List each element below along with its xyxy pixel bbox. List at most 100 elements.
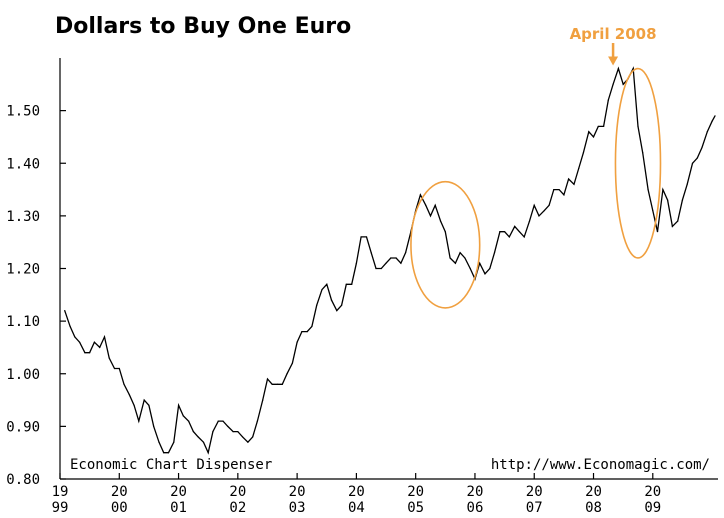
- x-tick-label-bottom: 06: [467, 500, 484, 516]
- series-point: [508, 236, 510, 238]
- series-point: [563, 194, 565, 196]
- series-point: [578, 167, 580, 170]
- highlight-ellipse-2008: [614, 67, 662, 259]
- x-tick-label-bottom: 99: [52, 500, 69, 516]
- series-point: [138, 420, 140, 422]
- series-point: [706, 131, 708, 133]
- y-tick-label: 1.10: [6, 314, 40, 330]
- x-tick-label-bottom: 00: [111, 500, 128, 516]
- series-point: [271, 383, 273, 385]
- series-point: [642, 152, 644, 154]
- series-point: [212, 431, 214, 433]
- y-tick-label: 1.00: [6, 367, 40, 383]
- series-point: [449, 257, 451, 259]
- series-point: [128, 394, 130, 396]
- series-point: [108, 357, 110, 359]
- series-point: [484, 273, 486, 275]
- series-point: [113, 367, 116, 370]
- y-tick-label: 1.40: [6, 156, 40, 172]
- series-point: [281, 383, 283, 385]
- series-point: [247, 441, 249, 443]
- series-point: [588, 131, 590, 133]
- series-point: [602, 125, 605, 128]
- series-point: [173, 441, 175, 443]
- annotations: April 2008: [410, 25, 662, 309]
- series-point: [375, 267, 377, 270]
- series-point: [64, 310, 66, 312]
- series-point: [425, 204, 427, 206]
- series-point: [479, 262, 481, 264]
- series-point: [622, 83, 624, 85]
- series-point: [568, 178, 570, 180]
- credit-right: http://www.Economagic.com/: [491, 457, 710, 473]
- x-tick-label-bottom: 04: [348, 500, 365, 516]
- series-point: [237, 431, 239, 433]
- x-tick-label-top: 20: [170, 484, 187, 500]
- series-point: [217, 420, 219, 422]
- series-point: [148, 404, 150, 406]
- series-point: [286, 373, 288, 375]
- series-point: [632, 67, 634, 70]
- series-point: [74, 336, 76, 338]
- x-tick-label-bottom: 05: [407, 500, 424, 516]
- series-point: [553, 188, 555, 191]
- series-point: [340, 304, 343, 306]
- x-tick-label-top: 20: [348, 484, 365, 500]
- series-point: [301, 331, 303, 333]
- x-tick-label-top: 20: [585, 484, 602, 500]
- series-point: [444, 231, 446, 233]
- series-point: [158, 441, 160, 443]
- x-tick-label-top: 19: [52, 484, 69, 500]
- y-tick-label: 1.50: [6, 104, 40, 120]
- y-tick-label: 1.20: [6, 262, 40, 278]
- series-point: [222, 420, 224, 422]
- series-point: [538, 215, 540, 217]
- series-point: [296, 341, 298, 343]
- series-point: [612, 83, 614, 85]
- x-tick-label-top: 20: [467, 484, 484, 500]
- y-tick-label: 0.90: [6, 419, 40, 435]
- series-point: [118, 367, 120, 370]
- series-point: [123, 383, 125, 385]
- series-point: [192, 431, 194, 433]
- x-axis: 1999200020012002200320042005200620072008…: [52, 473, 718, 516]
- series-point: [681, 199, 684, 201]
- series-point: [548, 204, 550, 206]
- y-tick-label: 1.30: [6, 209, 40, 225]
- series-point: [321, 288, 323, 291]
- series-point: [533, 204, 535, 206]
- series-point: [523, 236, 525, 238]
- peak-arrow-head: [608, 56, 619, 66]
- series-point: [99, 346, 101, 349]
- x-tick-label-bottom: 09: [644, 500, 661, 516]
- series-point: [454, 262, 456, 264]
- series-point: [256, 420, 258, 422]
- series-point: [489, 267, 491, 270]
- series-point: [291, 362, 293, 364]
- series-point: [617, 67, 620, 70]
- series-point: [241, 436, 244, 438]
- series-point: [439, 220, 442, 222]
- series-point: [266, 378, 269, 380]
- x-tick-label-top: 20: [644, 484, 661, 500]
- series-point: [434, 204, 436, 206]
- series-point: [167, 452, 170, 454]
- series-point: [686, 183, 688, 185]
- series-point: [459, 252, 461, 254]
- series-point: [419, 194, 422, 196]
- series-point: [351, 283, 353, 285]
- x-tick-label-top: 20: [289, 484, 306, 500]
- x-tick-label-top: 20: [407, 484, 424, 500]
- series-point: [133, 404, 135, 406]
- chart-title: Dollars to Buy One Euro: [55, 14, 351, 39]
- series-point: [711, 120, 713, 122]
- series-point: [316, 304, 318, 306]
- series-point: [469, 267, 471, 270]
- series-point: [84, 352, 86, 354]
- series-point: [429, 215, 432, 217]
- x-tick-label-bottom: 07: [526, 500, 543, 516]
- y-axis: 0.80 0.90 1.00 1.10 1.20 1.30 1.40 1.50: [6, 58, 66, 488]
- series-point: [311, 325, 313, 327]
- series-point: [370, 252, 372, 254]
